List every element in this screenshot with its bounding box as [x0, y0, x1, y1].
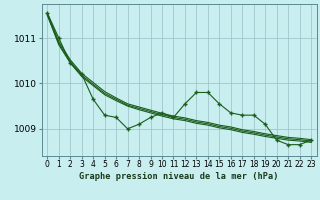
X-axis label: Graphe pression niveau de la mer (hPa): Graphe pression niveau de la mer (hPa): [79, 172, 279, 181]
